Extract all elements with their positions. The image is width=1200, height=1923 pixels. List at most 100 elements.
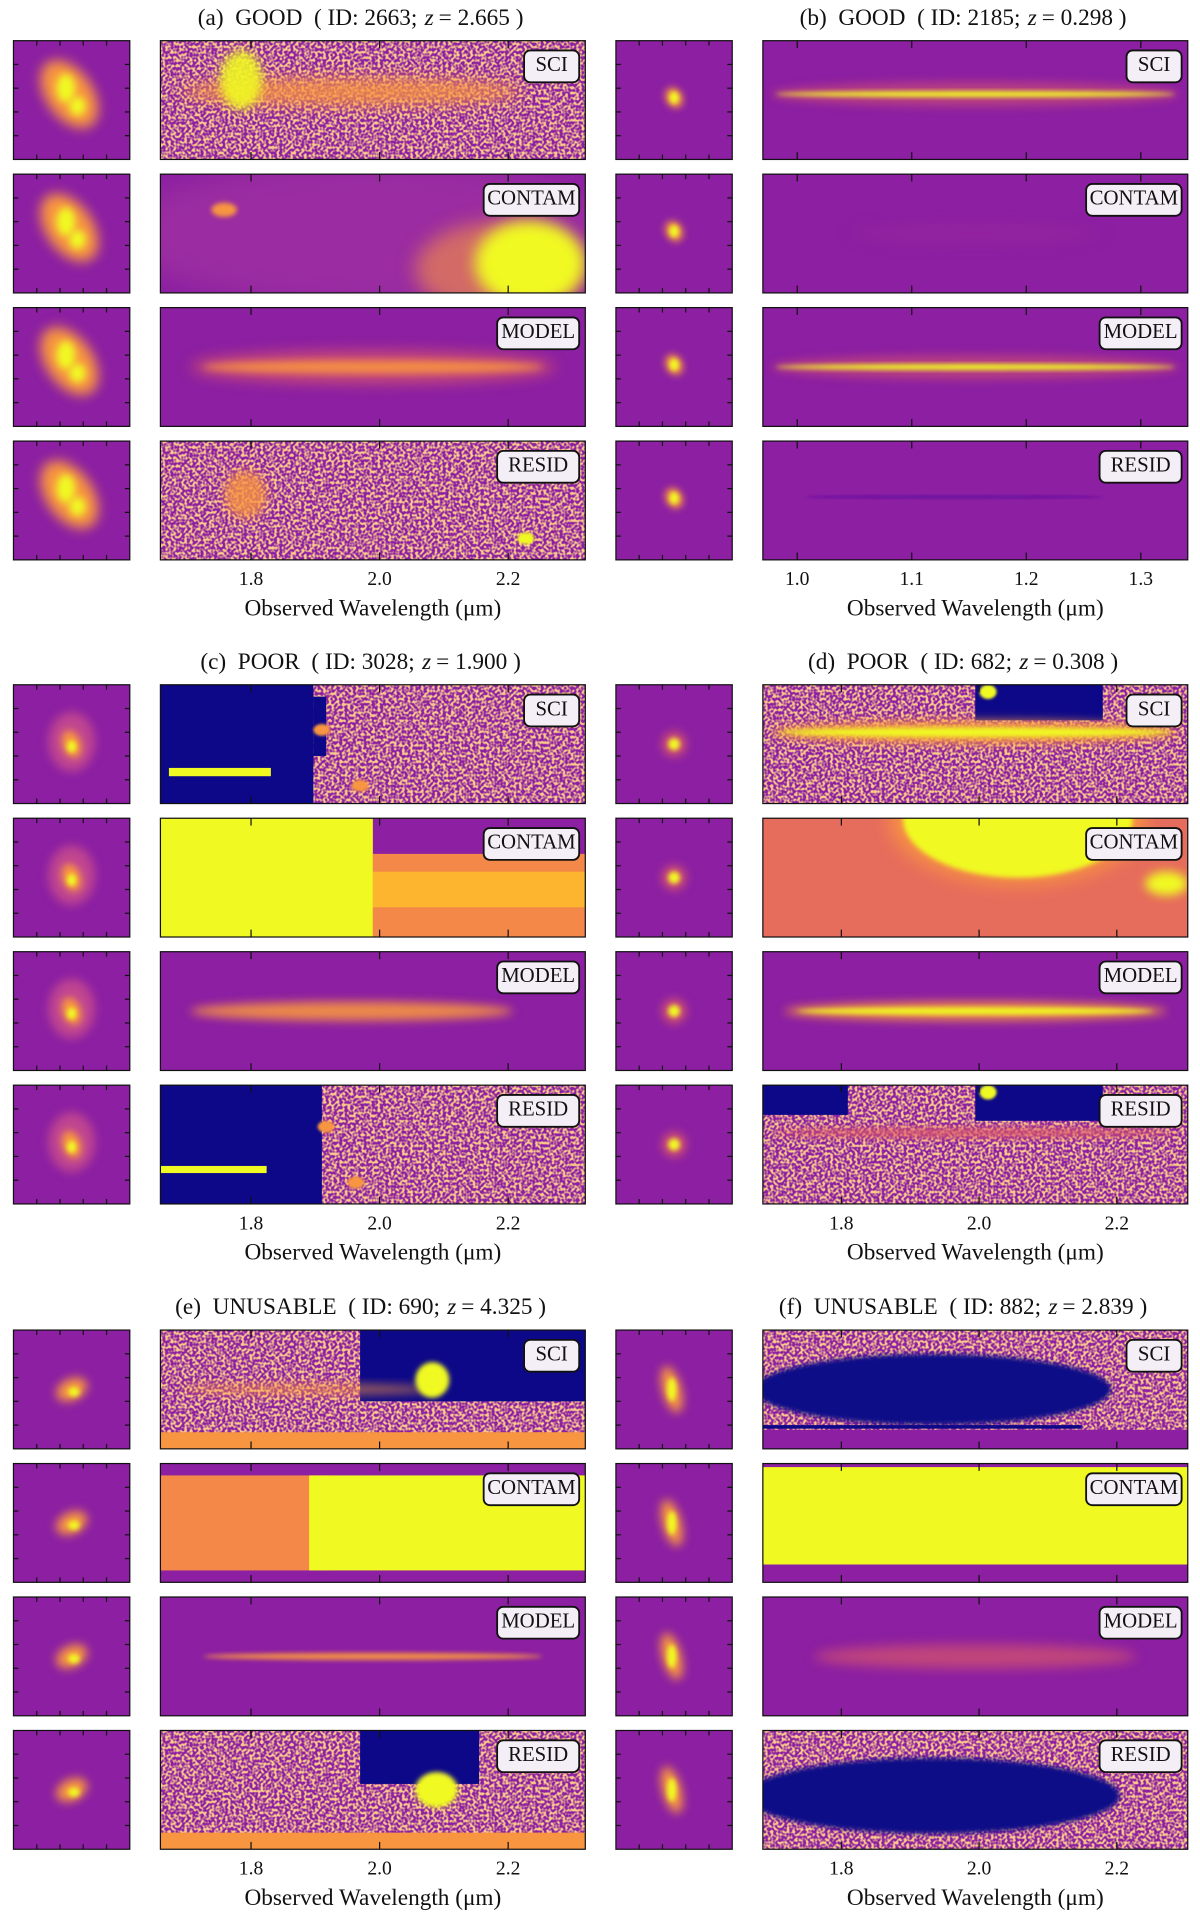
- title-prefix: (f) UNUSABLE ( ID: 882;: [779, 1295, 1041, 1321]
- row-tag: RESID: [508, 1097, 568, 1121]
- region: [168, 767, 271, 777]
- panel-title: (e) UNUSABLE ( ID: 690; z = 4.325 ): [175, 1295, 546, 1321]
- thumb-frame: [615, 951, 733, 1072]
- x-tick-label: 2.2: [1105, 1859, 1129, 1880]
- emission: [775, 91, 1176, 98]
- row-tag: RESID: [508, 453, 568, 477]
- thumbnail: [615, 1085, 733, 1204]
- row-tag-box: [482, 1472, 581, 1507]
- spectrum-frame: [762, 951, 1189, 1072]
- row-tag: SCI: [535, 1342, 567, 1366]
- row-tag: RESID: [1111, 453, 1171, 477]
- thumb-frame: [12, 40, 131, 161]
- row-tag-box: [1125, 1338, 1183, 1373]
- thumb-frame: [615, 1084, 733, 1205]
- row-tag-box: [496, 1739, 581, 1774]
- thumbnail: [615, 174, 733, 293]
- z-value: = 4.325 ): [461, 1295, 546, 1321]
- row-tag-box: [1125, 49, 1183, 84]
- row-tag: CONTAM: [487, 1475, 575, 1499]
- emission: [181, 1383, 437, 1396]
- thumb-frame: [12, 1729, 131, 1850]
- row-tag: SCI: [1138, 696, 1170, 720]
- x-tick-label: 1.8: [829, 1213, 854, 1234]
- z-symbol: z: [1027, 5, 1037, 31]
- spectrum-frame: [159, 951, 586, 1072]
- x-tick-label: 1.8: [239, 1859, 264, 1880]
- row-tag: MODEL: [1104, 963, 1178, 987]
- emission: [474, 220, 586, 293]
- thumb-source: [66, 740, 77, 753]
- emission: [762, 1757, 1120, 1834]
- x-tick-label: 2.2: [496, 1859, 520, 1880]
- thumbnail: [13, 1330, 130, 1449]
- row-tag: CONTAM: [1090, 186, 1178, 210]
- emission: [190, 1001, 514, 1021]
- emission: [313, 723, 331, 736]
- spectrum-image: [160, 951, 586, 1071]
- x-tick-label: 2.0: [367, 569, 392, 590]
- thumb-frame: [12, 173, 131, 294]
- spectrum-frame: [159, 1462, 586, 1583]
- row-tag-box: [1098, 449, 1183, 484]
- thumb-source: [68, 1787, 80, 1797]
- thumb-frame: [12, 1596, 131, 1717]
- thumbnail: [13, 174, 130, 293]
- thumbnail: [615, 1463, 733, 1583]
- panel-title: (d) POOR ( ID: 682; z = 0.308 ): [808, 649, 1118, 675]
- panel-title: (c) POOR ( ID: 3028; z = 1.900 ): [200, 649, 521, 675]
- spectrum-frame: [762, 1084, 1189, 1205]
- thumb-source: [669, 225, 679, 238]
- region: [372, 871, 586, 908]
- row-tag-box: [496, 449, 581, 484]
- thumb-source: [667, 1377, 677, 1402]
- z-symbol: z: [424, 5, 434, 31]
- z-value: = 1.900 ): [436, 649, 521, 675]
- row-tag-box: [496, 960, 581, 995]
- thumbnail: [615, 441, 733, 560]
- thumbnail: [615, 951, 733, 1071]
- thumb-source: [69, 229, 86, 249]
- z-symbol: z: [421, 649, 431, 675]
- emission: [979, 684, 997, 700]
- row-tag-box: [1098, 960, 1183, 995]
- spectrum-frame: [159, 173, 586, 294]
- emission: [415, 1362, 450, 1398]
- emission: [202, 361, 543, 373]
- thumb-frame: [615, 817, 733, 938]
- thumbnail: [615, 1330, 733, 1449]
- panel-title: (b) GOOD ( ID: 2185; z = 0.298 ): [800, 5, 1127, 31]
- row-tag: MODEL: [501, 963, 575, 987]
- title-prefix: (c) POOR ( ID: 3028;: [200, 649, 414, 675]
- spectrum-image: [160, 818, 586, 938]
- region: [160, 1475, 331, 1571]
- thumb-source: [667, 1777, 677, 1802]
- row-tag: MODEL: [1104, 1609, 1178, 1633]
- spectrum-frame: [762, 817, 1189, 938]
- spectrum-frame: [159, 1084, 586, 1205]
- thumb-frame: [12, 817, 131, 938]
- thumb-source: [66, 1007, 77, 1020]
- region: [160, 684, 314, 804]
- emission: [762, 1353, 1112, 1426]
- x-tick-label: 1.3: [1129, 569, 1154, 590]
- emission: [224, 470, 267, 519]
- thumb-frame: [615, 684, 733, 805]
- thumbnail: [13, 1463, 130, 1583]
- emission: [796, 1007, 1154, 1015]
- thumbnail: [13, 307, 130, 427]
- x-axis-label: Observed Wavelength (μm): [847, 595, 1104, 621]
- thumb-source: [66, 874, 77, 886]
- thumbnail: [615, 1597, 733, 1716]
- thumb-source: [68, 1654, 80, 1664]
- spectrum-image: [762, 40, 1188, 160]
- z-value: = 2.665 ): [439, 5, 524, 31]
- spectrum-image: [762, 1463, 1188, 1583]
- row-tag: SCI: [1138, 52, 1170, 76]
- thumb-frame: [12, 440, 131, 561]
- panel: (d) POOR ( ID: 682; z = 0.308 ) SCI CONTAM MO…: [615, 649, 1189, 1265]
- spectrum-frame: [159, 440, 586, 561]
- x-tick-label: 1.8: [829, 1859, 854, 1880]
- x-axis-label: Observed Wavelength (μm): [847, 1239, 1104, 1265]
